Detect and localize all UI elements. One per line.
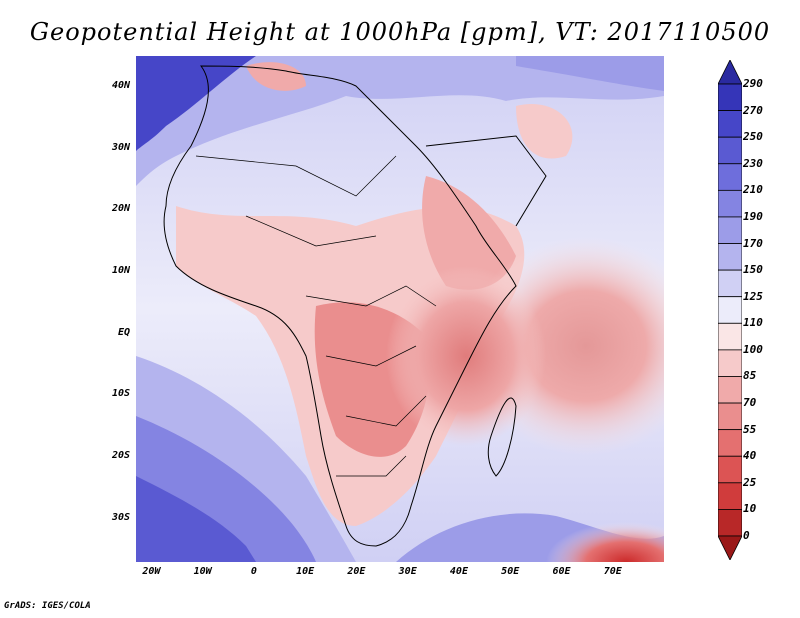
lat-label-eq: EQ bbox=[117, 326, 130, 338]
field-southeast-low bbox=[546, 522, 664, 562]
colorbar-level-40: 40 bbox=[743, 449, 757, 463]
field-south-atlantic-3 bbox=[136, 476, 256, 562]
colorbar-level-150: 150 bbox=[743, 263, 763, 277]
credit-label: GrADS: IGES/COLA bbox=[4, 601, 91, 611]
colorbar-level-0: 0 bbox=[743, 529, 750, 542]
colorbar-swatch-12 bbox=[718, 376, 742, 404]
colorbar-swatch-6 bbox=[718, 216, 742, 244]
country-borders bbox=[195, 155, 437, 477]
colorbar-level-70: 70 bbox=[743, 396, 757, 410]
lat-label-40n: 40N bbox=[111, 79, 130, 91]
colorbar-swatch-16 bbox=[718, 482, 742, 510]
coastlines bbox=[163, 65, 547, 547]
lon-label-20w: 20W bbox=[142, 566, 161, 577]
field-northwest-high bbox=[136, 56, 256, 151]
lat-label-30n: 30N bbox=[111, 141, 130, 153]
colorbar-level-125: 125 bbox=[743, 289, 763, 303]
lon-label-10w: 10W bbox=[193, 566, 212, 577]
lon-label-10e: 10E bbox=[296, 566, 315, 577]
colorbar-level-190: 190 bbox=[743, 209, 763, 223]
colorbar-swatch-2 bbox=[718, 110, 742, 138]
lon-label-20e: 20E bbox=[347, 566, 366, 577]
lat-label-20s: 20S bbox=[111, 450, 130, 462]
field-east-africa-low bbox=[386, 266, 546, 446]
colorbar-swatch-10 bbox=[718, 322, 742, 351]
field-mediterranean-low bbox=[246, 62, 306, 91]
colorbar-swatch-5 bbox=[718, 189, 742, 218]
colorbar-swatch-15 bbox=[718, 455, 742, 484]
colorbar-swatch-13 bbox=[718, 402, 742, 431]
colorbar-level-110: 110 bbox=[743, 316, 763, 330]
colorbar-swatch-9 bbox=[718, 296, 742, 324]
colorbar-level-270: 270 bbox=[743, 103, 763, 117]
field-northeast-high bbox=[516, 56, 664, 91]
colorbar-level-230: 230 bbox=[743, 156, 763, 170]
colorbar-swatch-0 bbox=[718, 60, 742, 85]
colorbar-level-25: 25 bbox=[743, 475, 757, 489]
colorbar-swatch-1 bbox=[718, 83, 742, 111]
colorbar-level-210: 210 bbox=[743, 183, 763, 197]
lon-label-60e: 60E bbox=[552, 566, 571, 577]
map-title: Geopotential Height at 1000hPa [gpm], VT… bbox=[29, 18, 771, 46]
field-north-high bbox=[136, 56, 664, 186]
colorbar-swatch-14 bbox=[718, 429, 742, 457]
colorbar-level-170: 170 bbox=[743, 236, 763, 250]
lon-label-0: 0 bbox=[250, 566, 257, 577]
field-ethiopia-low bbox=[422, 176, 516, 290]
colorbar-level-100: 100 bbox=[743, 342, 763, 356]
lat-label-20n: 20N bbox=[111, 203, 130, 215]
colorbar bbox=[718, 60, 742, 560]
colorbar-swatch-4 bbox=[718, 163, 742, 191]
map-plot-area bbox=[136, 56, 664, 562]
colorbar-level-10: 10 bbox=[743, 502, 757, 516]
colorbar-level-290: 290 bbox=[743, 77, 763, 90]
lon-label-50e: 50E bbox=[501, 566, 520, 577]
colorbar-swatch-17 bbox=[718, 509, 742, 537]
colorbar-swatch-11 bbox=[718, 349, 742, 377]
colorbar-swatch-8 bbox=[718, 269, 742, 298]
lon-label-30e: 30E bbox=[398, 566, 417, 577]
colorbar-level-250: 250 bbox=[743, 130, 763, 144]
lon-label-70e: 70E bbox=[603, 566, 622, 577]
lat-label-10n: 10N bbox=[111, 264, 130, 276]
lat-label-10s: 10S bbox=[111, 388, 130, 400]
field-arabia-low bbox=[516, 104, 573, 159]
colorbar-level-55: 55 bbox=[743, 422, 757, 436]
lat-label-30s: 30S bbox=[111, 511, 130, 523]
colorbar-swatch-18 bbox=[718, 535, 742, 560]
lon-label-40e: 40E bbox=[449, 566, 468, 577]
colorbar-swatch-7 bbox=[718, 243, 742, 271]
colorbar-level-85: 85 bbox=[743, 369, 757, 383]
colorbar-swatch-3 bbox=[718, 136, 742, 165]
